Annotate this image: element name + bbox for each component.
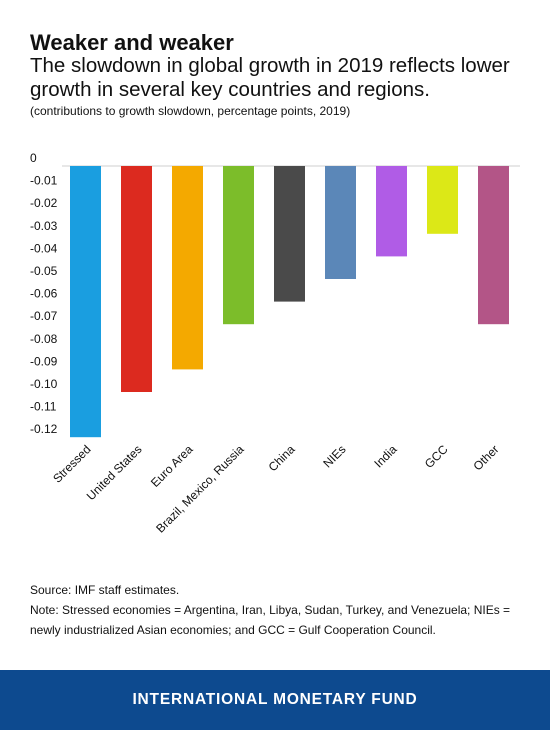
- y-tick-label: -0.01: [30, 174, 58, 188]
- units-note: (contributions to growth slowdown, perce…: [30, 104, 351, 118]
- x-tick-label: India: [371, 442, 400, 471]
- y-tick-label: -0.02: [30, 196, 58, 210]
- x-tick-label: China: [266, 442, 298, 474]
- bar-gcc: [427, 166, 458, 234]
- x-tick-label: Brazil, Mexico, Russia: [153, 442, 247, 536]
- y-tick-label: -0.12: [30, 422, 58, 436]
- y-tick-label: -0.07: [30, 309, 58, 323]
- footnote: Note: Stressed economies = Argentina, Ir…: [30, 603, 511, 637]
- bar-euro-area: [172, 166, 203, 370]
- bar-chart: 0 -0.01 -0.02 -0.03 -0.04 -0.05 -0.06 -0.07 -0.0…: [30, 151, 520, 536]
- y-tick-label: -0.11: [30, 400, 57, 414]
- y-tick-label: -0.09: [30, 354, 58, 368]
- y-tick-label: -0.10: [30, 377, 58, 391]
- source-note: Source: IMF staff estimates.: [30, 583, 180, 597]
- bar-china: [274, 166, 305, 302]
- y-tick-label: -0.04: [30, 241, 58, 255]
- bar-brazil-mexico-russia: [223, 166, 254, 325]
- bar-united-states: [121, 166, 152, 392]
- brand-name: INTERNATIONAL MONETARY FUND: [132, 691, 418, 708]
- bar-stressed: [70, 166, 101, 438]
- chart-title: Weaker and weaker: [30, 30, 234, 55]
- y-tick-label: -0.06: [30, 287, 58, 301]
- x-tick-label: Euro Area: [148, 442, 196, 490]
- bar-india: [376, 166, 407, 257]
- x-tick-label: GCC: [422, 442, 451, 471]
- y-tick-label: 0: [30, 151, 37, 165]
- y-tick-label: -0.08: [30, 332, 58, 346]
- bar-other: [478, 166, 509, 325]
- bar-nies: [325, 166, 356, 279]
- chart-subtitle: The slowdown in global growth in 2019 re…: [30, 54, 510, 101]
- x-tick-label: Other: [470, 442, 501, 473]
- footer-band: INTERNATIONAL MONETARY FUND: [0, 670, 550, 730]
- y-tick-label: -0.05: [30, 264, 58, 278]
- x-tick-label: NIEs: [320, 442, 348, 470]
- x-tick-label: United States: [84, 442, 145, 503]
- y-tick-label: -0.03: [30, 219, 58, 233]
- x-tick-label: Stressed: [50, 442, 93, 485]
